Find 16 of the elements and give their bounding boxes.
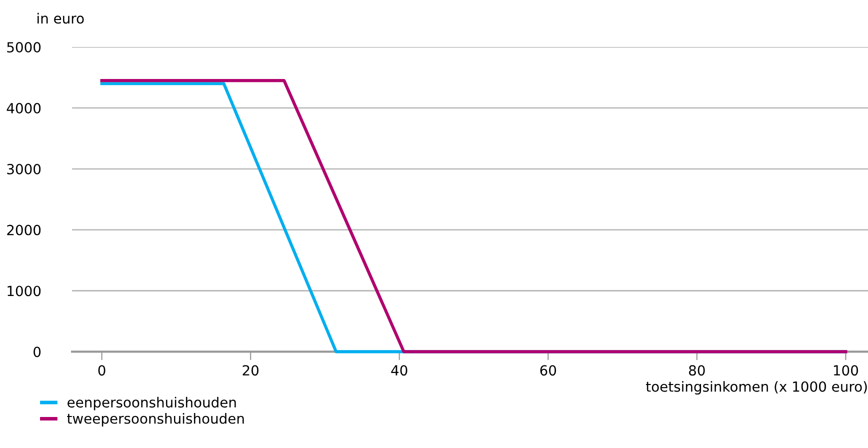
y-tick-label: 1000 <box>8 286 41 296</box>
x-tick-label: 60 <box>540 365 556 376</box>
y-axis-title: in euro <box>38 12 84 24</box>
legend-label: eenpersoonshuishouden <box>68 396 236 410</box>
y-tick-label: 2000 <box>7 224 41 236</box>
x-tick-label: 100 <box>834 365 858 376</box>
x-tick-label: 0 <box>98 365 106 376</box>
y-tick-label: 5000 <box>7 42 41 53</box>
y-tick-label: 0 <box>34 346 41 358</box>
x-tick-label: 80 <box>689 365 705 376</box>
x-tick-label: 40 <box>391 365 408 376</box>
x-axis-title: toetsingsinkomen (x 1000 euro) <box>646 381 867 395</box>
legend-label: tweepersoonshuishouden <box>67 413 244 426</box>
y-tick-label: 3000 <box>7 164 41 174</box>
y-tick-label: 4000 <box>6 102 41 114</box>
x-tick-label: 20 <box>242 365 258 376</box>
